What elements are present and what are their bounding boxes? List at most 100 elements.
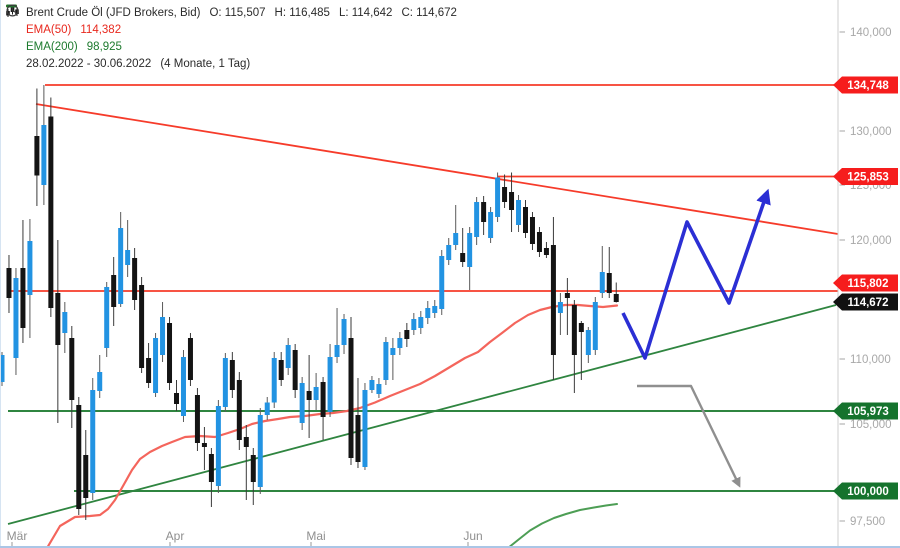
period-note: (4 Monate, 1 Tag) <box>160 57 251 70</box>
candle <box>557 293 563 335</box>
ema200-legend-row[interactable]: EMA(200) 98,925 <box>6 4 466 55</box>
price-badge-label: 125,853 <box>847 172 889 184</box>
candle <box>62 302 68 353</box>
ema200-curve <box>507 503 618 548</box>
ema50-value: 114,382 <box>80 23 122 36</box>
candle <box>523 200 528 238</box>
ema50-curve <box>45 303 619 548</box>
price-level-lines <box>8 84 838 492</box>
ema50-line-icon <box>6 4 21 36</box>
period-value: 28.02.2022 - 30.06.2022 <box>26 57 152 70</box>
candle <box>13 268 19 375</box>
y-tick-label: 105,000 <box>850 419 892 431</box>
candle <box>243 425 249 500</box>
rising-support-trendline <box>7 304 837 525</box>
period-row: 28.02.2022 - 30.06.2022 (4 Monate, 1 Tag… <box>6 4 466 72</box>
candle <box>97 355 103 398</box>
candle <box>599 246 605 298</box>
y-tick-label: 97,500 <box>850 516 885 528</box>
ema50-legend-row[interactable]: EMA(50) 114,382 <box>6 4 466 38</box>
candle <box>111 257 117 326</box>
price-badge-label: 114,672 <box>848 297 889 309</box>
candle <box>376 378 382 398</box>
candle <box>516 195 522 232</box>
low-value: L: 114,642 <box>338 6 393 19</box>
candle <box>439 250 445 315</box>
falling-resistance-trendline <box>35 103 839 235</box>
candle <box>481 196 487 235</box>
ema50-label: EMA(50) <box>26 23 72 36</box>
candle <box>425 301 431 324</box>
candle <box>250 448 256 505</box>
candle <box>208 448 214 507</box>
candle <box>118 212 124 307</box>
candle <box>536 227 542 257</box>
candle <box>55 240 61 423</box>
y-tick-label: 140,000 <box>850 27 892 39</box>
price-badge: 125,853 <box>833 168 898 185</box>
candle <box>229 352 235 398</box>
instrument-row[interactable]: Brent Crude Öl (JFD Brokers, Bid) O: 115… <box>6 4 466 21</box>
price-badge: 105,973 <box>833 402 898 420</box>
candle <box>613 282 619 303</box>
candle <box>194 388 200 451</box>
candle <box>6 255 12 313</box>
candle <box>592 297 598 355</box>
candle <box>90 378 96 500</box>
candle <box>292 344 298 398</box>
candle <box>571 300 577 393</box>
candle <box>529 212 535 250</box>
candle <box>187 333 193 386</box>
y-tick-label: 120,000 <box>850 235 892 247</box>
ema200-value: 98,925 <box>86 40 122 53</box>
price-badge-label: 115,802 <box>848 278 889 290</box>
x-axis: Mär Apr Mai Jun <box>7 529 483 547</box>
candle <box>48 97 54 317</box>
y-tick-label: 130,000 <box>850 126 892 138</box>
candle <box>585 327 591 363</box>
candle <box>509 172 515 232</box>
candle <box>201 427 207 470</box>
candle <box>215 400 221 493</box>
candle <box>362 383 368 470</box>
candle <box>271 352 277 408</box>
candle <box>578 321 584 380</box>
candle <box>334 308 340 363</box>
close-value: C: 114,672 <box>401 6 457 19</box>
trendlines <box>7 103 839 525</box>
x-tick-label: Apr <box>166 529 185 543</box>
candle <box>76 397 82 515</box>
candle <box>411 313 417 335</box>
open-value: O: 115,507 <box>209 6 266 19</box>
candle <box>320 377 326 440</box>
candle <box>299 377 305 430</box>
ema200-line-icon <box>6 4 21 53</box>
widget-border-left <box>0 0 1 548</box>
candle <box>278 352 284 386</box>
price-badge: 100,000 <box>833 482 898 500</box>
candle <box>153 333 159 397</box>
widget-border-bottom <box>0 546 900 548</box>
candle <box>341 314 347 354</box>
bullish-projection-arrow <box>621 188 771 360</box>
candle <box>180 350 186 422</box>
ema200-label: EMA(200) <box>26 40 78 53</box>
candle <box>222 353 228 412</box>
candle <box>327 344 333 417</box>
candle <box>132 248 138 310</box>
candle <box>20 220 26 343</box>
candle <box>34 88 40 206</box>
price-badge: 114,672 <box>833 293 898 311</box>
candle <box>369 376 375 393</box>
candle <box>488 207 494 243</box>
candle <box>125 220 131 277</box>
candle <box>467 227 473 290</box>
candle <box>418 311 424 334</box>
high-value: H: 116,485 <box>274 6 330 19</box>
candle <box>460 228 466 267</box>
candle <box>432 300 438 318</box>
x-tick-label: Mär <box>7 529 28 543</box>
y-tick-label: 110,000 <box>850 354 891 366</box>
